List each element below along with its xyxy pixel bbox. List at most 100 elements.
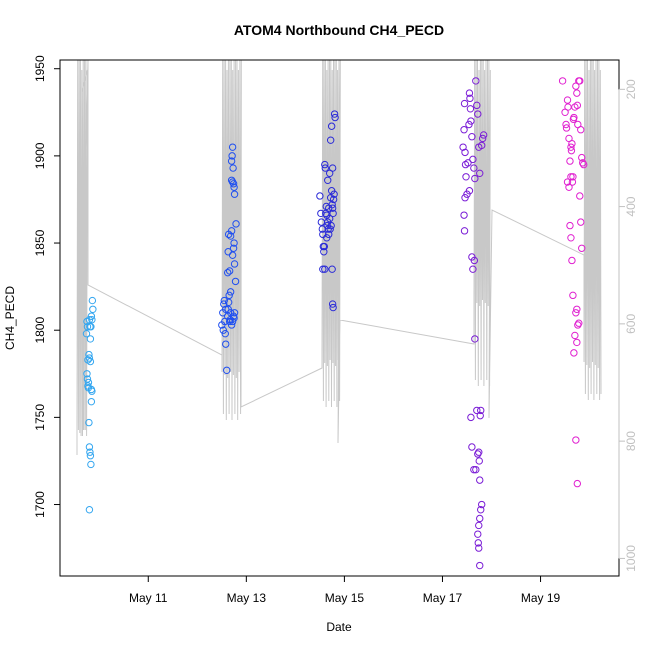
data-point [572,309,580,317]
data-point [574,321,582,329]
data-point [462,173,470,181]
data-point [473,101,481,110]
data-point [475,521,483,530]
data-point [576,77,584,85]
data-point [479,131,488,139]
data-point [573,101,582,110]
data-point [467,117,475,125]
data-point [569,173,577,181]
data-point [573,89,581,97]
data-point [319,265,327,273]
data-point [474,110,482,118]
data-point [84,378,93,387]
data-point [83,370,91,378]
y2-tick-label: 600 [624,314,638,334]
data-point [573,338,581,347]
data-point [227,227,236,235]
data-point [566,157,574,165]
data-point [570,349,578,357]
data-point [470,465,478,474]
secondary-line [76,59,602,455]
data-point [575,319,583,327]
data-point [324,176,332,184]
data-point [326,136,335,144]
data-point [475,457,483,465]
data-point [473,406,481,415]
data-point [327,122,336,130]
y-tick-label: 1900 [33,142,47,169]
data-point [86,335,95,343]
data-point [227,321,236,329]
data-point [87,323,95,331]
data-point [220,296,228,305]
data-point [468,133,476,141]
data-point [88,316,96,324]
data-point [469,155,477,164]
data-point [85,350,93,359]
data-point [328,300,337,308]
data-point [460,126,468,134]
data-point [476,514,484,523]
data-point [558,77,567,85]
data-point [567,146,576,155]
data-point [566,221,574,230]
data-point [464,159,472,167]
data-point [573,305,581,313]
data-point [562,120,570,129]
data-point [465,187,474,195]
data-point [88,296,97,305]
data-point [474,450,482,458]
y-axis: 1700 1750 1800 1850 1900 1950 [33,55,60,518]
chart-title: ATOM4 Northbound CH4_PECD [234,22,444,38]
data-point [86,357,95,366]
data-point [226,288,235,296]
data-point [228,317,237,326]
data-point [320,248,328,256]
data-point [460,227,469,235]
data-point [466,105,475,113]
y2-tick-label: 200 [624,79,638,99]
data-point [85,506,94,514]
data-point [578,153,586,162]
data-point [467,413,475,422]
data-point [460,99,469,108]
data-point [471,174,479,183]
data-point [85,418,93,427]
y-axis-label: CH4_PECD [3,286,17,350]
y2-tick-label: 400 [624,196,638,216]
data-point [89,305,97,313]
data-point [87,397,96,406]
data-point [478,141,486,150]
data-point [568,178,577,186]
data-point [576,192,584,200]
y2-tick-label: 800 [624,431,638,451]
data-point [568,139,576,148]
data-point [331,113,339,122]
data-point [222,340,230,348]
data-point [567,173,575,181]
data-point [572,436,580,444]
data-point [223,366,231,374]
data-point [474,530,482,538]
data-point [220,300,228,308]
data-point [475,544,483,552]
data-point [228,143,237,151]
data-point [461,148,469,157]
data-point [472,77,480,85]
data-point [578,244,586,252]
x-axis-label: Date [326,620,352,634]
data-point [565,183,573,191]
data-point [230,314,238,322]
data-point [329,209,337,218]
data-point [569,291,577,300]
data-point [226,232,235,240]
data-point [83,323,92,331]
x-tick-label: May 19 [521,591,561,605]
data-point [476,561,484,570]
data-point [320,242,328,251]
data-point [327,221,335,230]
data-point [475,448,483,456]
data-point [468,443,476,451]
data-point [229,244,238,252]
